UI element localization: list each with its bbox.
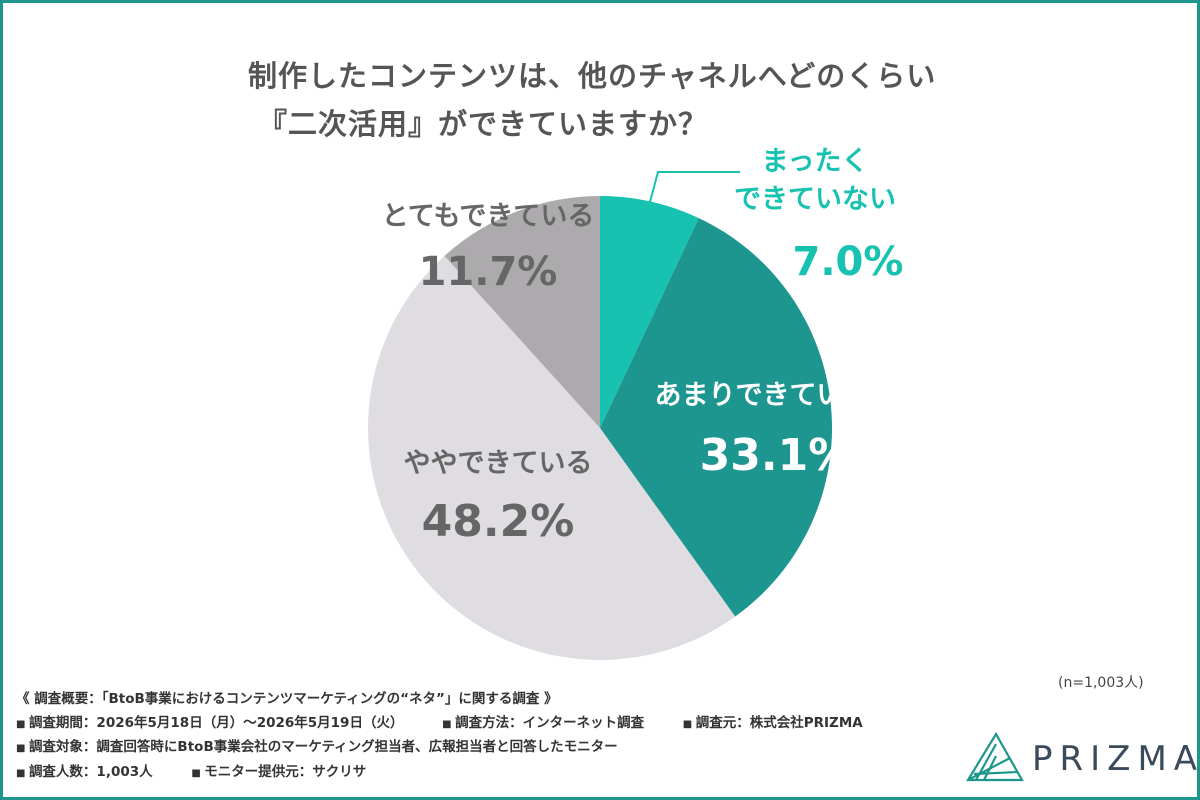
slice-value-2: 33.1% [700,430,853,481]
survey-provider: モニター提供元：サクリサ [191,761,366,786]
slice-value-3: 48.2% [422,496,575,547]
brand-name: PRIZMA [1032,739,1200,779]
survey-source: 調査元：株式会社PRIZMA [683,712,863,737]
chart-title-line-2: 『二次活用』ができていますか？ [258,107,709,141]
sample-size-note: (n=1,003人) [1058,675,1144,691]
pie-slice-3 [367,255,736,661]
prizma-logo-icon [966,731,1024,782]
survey-method: 調査方法：インターネット調査 [442,712,644,737]
survey-header: 《 調査概要：「BtoB事業におけるコンテンツマーケティングの“ネタ”」に関する… [16,691,558,707]
survey-overview: 《 調査概要：「BtoB事業におけるコンテンツマーケティングの“ネタ”」に関する… [16,688,897,785]
slice-value-4: 11.7% [419,249,558,295]
slice-value-1: 7.0% [793,239,904,285]
survey-target: 調査対象：調査回答時にBtoB事業会社のマーケティング担当者、広報担当者と回答し… [16,736,618,761]
chart-title: 制作したコンテンツは、他のチャネルへどのくらい 『二次活用』ができていますか？ [248,52,936,148]
leader-line [649,171,740,203]
chart-title-line-1: 制作したコンテンツは、他のチャネルへどのくらい [248,59,937,93]
pie-slice-4 [444,196,600,428]
pie-slice-2 [600,218,832,617]
pie-slice-1 [600,196,699,428]
pie-slices [367,196,832,661]
slice-label-1-line-2: できていない [734,184,896,215]
slice-label-1-line-1: まったく [762,146,869,177]
slice-label-2-line-1: あまりできていない [655,380,898,411]
survey-count: 調査人数：1,003人 [16,761,153,786]
survey-period: 調査期間：2026年5月18日（月）〜2026年5月19日（火） [16,712,404,737]
slice-label-4-line-1: とてもできている [382,201,595,232]
slice-label-3-line-1: ややできている [404,448,593,479]
